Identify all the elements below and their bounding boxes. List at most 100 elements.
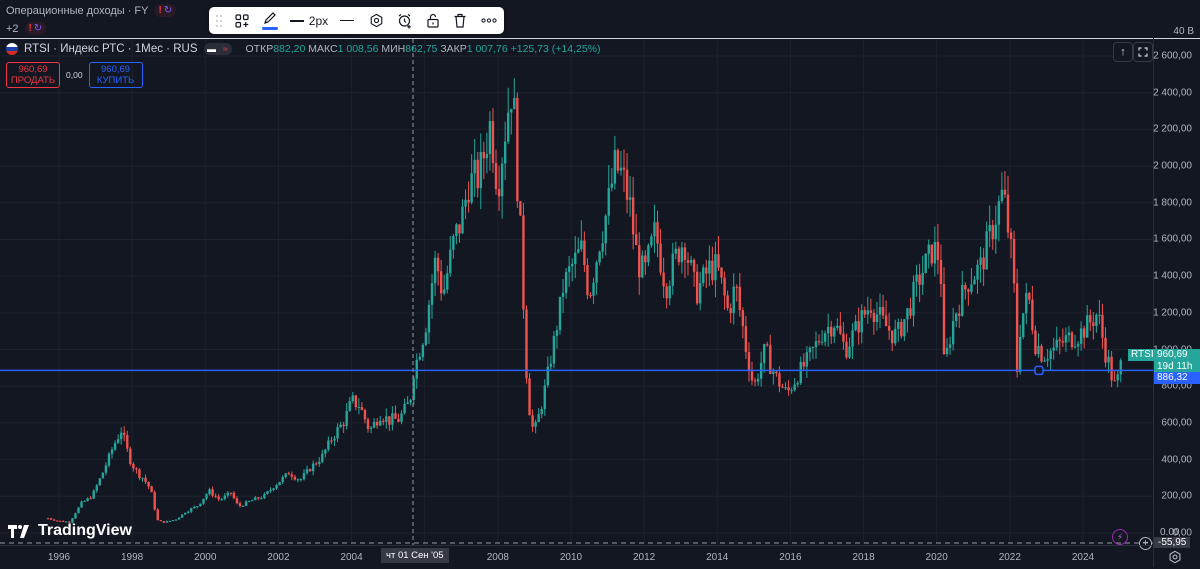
- tradingview-logo[interactable]: TradingView: [8, 522, 132, 540]
- pane-separator[interactable]: [0, 38, 1200, 39]
- line-width-button[interactable]: 2px: [286, 7, 332, 34]
- maximize-icon: [1138, 47, 1148, 57]
- drawing-toolbar: 2px: [209, 7, 504, 34]
- lower-pane-value: -55,95: [1154, 537, 1191, 548]
- more-button[interactable]: [474, 7, 504, 34]
- time-scale-label: 2022: [998, 552, 1021, 563]
- delete-button[interactable]: [447, 7, 475, 34]
- drag-handle-icon[interactable]: [209, 7, 229, 34]
- price-scale-label: 1 200,00: [1153, 307, 1192, 319]
- more-dots-icon: [481, 18, 497, 23]
- price-scale-label: 600,00: [1161, 417, 1192, 429]
- time-scale-label: 1998: [121, 552, 144, 563]
- time-scale-label: 2014: [706, 552, 729, 563]
- add-alert-button[interactable]: [391, 7, 419, 34]
- time-scale-border: [0, 545, 1153, 546]
- symbol-legend[interactable]: RTSI · Индекс РТС · 1Мес · RUS ▬ ≈ ОТКР8…: [6, 43, 601, 55]
- time-scale-label: 2010: [559, 552, 583, 563]
- unlock-icon: [427, 13, 439, 28]
- spread-value: 0,00: [66, 70, 83, 80]
- wave-icon: ≈: [223, 44, 228, 54]
- maximize-pane-button[interactable]: [1133, 42, 1153, 62]
- time-scale-label: 2024: [1071, 552, 1095, 563]
- indicator-legend-more[interactable]: +2 ! ↻: [6, 22, 47, 35]
- line-color-button[interactable]: [255, 7, 287, 34]
- line-width-icon: [289, 19, 304, 22]
- sync-icon: ↻: [33, 23, 43, 34]
- price-scale-label: 800,00: [1161, 380, 1192, 392]
- price-scale-label: 1 400,00: [1153, 270, 1192, 282]
- sync-icon: ↻: [163, 5, 173, 16]
- indicator-status-pill[interactable]: ! ↻: [154, 4, 177, 17]
- change-value: +125,73 (+14,25%): [510, 43, 601, 55]
- price-scale-label: 2 400,00: [1153, 87, 1192, 99]
- time-scale-label: 2008: [486, 552, 509, 563]
- bar-countdown: 19d 11h: [1157, 361, 1193, 372]
- indicator-status-pill-2[interactable]: ! ↻: [24, 22, 47, 35]
- close-value: 1 007,76: [466, 43, 508, 55]
- pencil-icon: [264, 12, 277, 24]
- legend-toggle-pill[interactable]: ▬ ≈: [203, 43, 232, 55]
- low-label: МИН: [381, 43, 406, 55]
- high-label: МАКС: [308, 43, 338, 55]
- sell-button[interactable]: 960,69 ПРОДАТЬ: [6, 62, 60, 88]
- symbol-tag: RTSI: [1128, 349, 1157, 361]
- arrow-up-icon: ↑: [1120, 46, 1126, 58]
- warning-icon: !: [28, 23, 32, 34]
- crosshair-date-label: чт 01 Сен '05: [381, 548, 449, 563]
- buy-price: 960,69: [101, 64, 131, 75]
- gear-icon: [1169, 550, 1181, 564]
- warning-icon: !: [158, 5, 162, 16]
- open-value: 882,20: [273, 43, 306, 55]
- time-scale-label: 2018: [852, 552, 875, 563]
- price-scale-label: 1 800,00: [1153, 197, 1192, 209]
- last-price-tag: 960,69 19d 11h: [1154, 349, 1200, 373]
- buy-button[interactable]: 960,69 КУПИТЬ: [88, 62, 143, 88]
- more-indicators-count: +2: [6, 22, 19, 35]
- chart-settings-button[interactable]: [1168, 550, 1182, 569]
- time-scale-label: 2004: [340, 552, 363, 563]
- price-chart-canvas[interactable]: [0, 39, 1153, 545]
- sell-price: 960,69: [18, 64, 48, 75]
- buy-label: КУПИТЬ: [96, 75, 135, 86]
- open-label: ОТКР: [245, 43, 274, 55]
- time-scale-label: 1996: [47, 552, 71, 563]
- pane-scale-label: 40 B: [1173, 26, 1194, 37]
- close-label: ЗАКР: [440, 43, 467, 55]
- templates-button[interactable]: [229, 7, 255, 34]
- lower-pane-zero: 0.00: [1160, 527, 1180, 538]
- time-scale-label: 2012: [632, 552, 656, 563]
- trade-buttons: 960,69 ПРОДАТЬ 0,00 960,69 КУПИТЬ: [6, 62, 143, 88]
- gear-icon: [370, 13, 383, 28]
- minus-icon: ▬: [207, 44, 216, 54]
- line-style-button[interactable]: [332, 7, 362, 34]
- lock-button[interactable]: [419, 7, 447, 34]
- time-scale-label: 2020: [925, 552, 948, 563]
- color-swatch: [262, 27, 279, 30]
- tradingview-logo-icon: [8, 524, 29, 538]
- alarm-clock-plus-icon: [398, 13, 411, 28]
- price-scale-label: 200,00: [1161, 490, 1192, 502]
- hline-price-tag[interactable]: 886,32: [1154, 372, 1200, 384]
- indicator-label: Операционные доходы · FY: [6, 4, 149, 17]
- low-value: 862,75: [405, 43, 438, 55]
- price-scale-label: 2 200,00: [1153, 123, 1192, 135]
- russia-flag-icon: [6, 43, 18, 55]
- line-style-icon: [339, 20, 354, 21]
- high-value: 1 008,56: [337, 43, 379, 55]
- scroll-to-top-button[interactable]: ↑: [1113, 42, 1133, 62]
- sell-label: ПРОДАТЬ: [10, 75, 56, 86]
- time-scale-label: 2016: [779, 552, 802, 563]
- indicator-legend-operating-income[interactable]: Операционные доходы · FY ! ↻: [6, 4, 177, 17]
- price-scale-label: 400,00: [1161, 454, 1192, 466]
- price-scale-label: 0,00: [1172, 527, 1192, 539]
- settings-button[interactable]: [361, 7, 391, 34]
- price-scale-label: 2 600,00: [1153, 50, 1192, 62]
- symbol-title[interactable]: RTSI · Индекс РТС · 1Мес · RUS: [24, 43, 198, 55]
- line-width-label: 2px: [308, 13, 329, 28]
- brand-name: TradingView: [38, 522, 132, 539]
- trash-icon: [454, 13, 466, 28]
- last-price: 960,69: [1157, 349, 1188, 360]
- lightning-icon[interactable]: ⚡: [1112, 529, 1128, 545]
- add-plus-icon[interactable]: +: [1139, 537, 1152, 550]
